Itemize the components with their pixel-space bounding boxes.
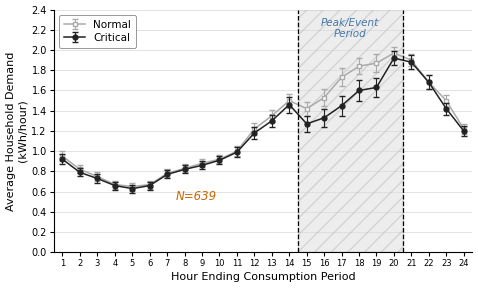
X-axis label: Hour Ending Consumption Period: Hour Ending Consumption Period	[171, 272, 356, 283]
Text: Peak/Event
Period: Peak/Event Period	[321, 18, 380, 39]
Legend: Normal, Critical: Normal, Critical	[59, 15, 136, 48]
Bar	[298, 10, 402, 252]
Bar	[298, 10, 402, 252]
Text: N=639: N=639	[176, 190, 217, 203]
Y-axis label: Average Household Demand
(kWh/hour): Average Household Demand (kWh/hour)	[6, 51, 27, 211]
